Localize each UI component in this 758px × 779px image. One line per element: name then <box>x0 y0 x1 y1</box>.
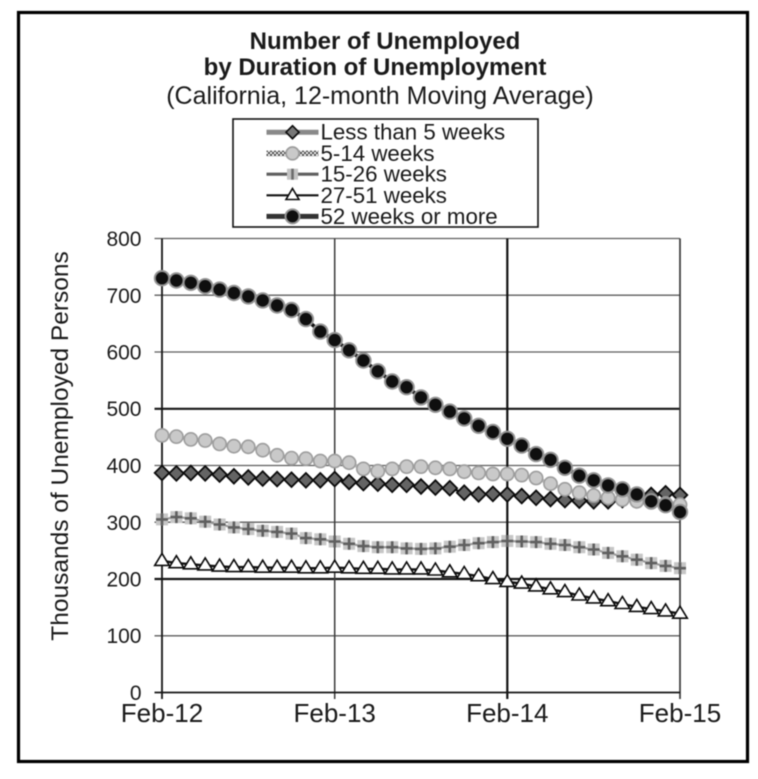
svg-text:200: 200 <box>106 569 141 592</box>
svg-text:800: 800 <box>106 228 141 251</box>
svg-text:(California, 12-month Moving A: (California, 12-month Moving Average) <box>166 82 594 110</box>
svg-text:300: 300 <box>106 512 141 535</box>
svg-text:600: 600 <box>106 342 141 365</box>
svg-text:52 weeks or more: 52 weeks or more <box>321 204 498 229</box>
svg-text:Feb-15: Feb-15 <box>639 698 721 728</box>
svg-text:Feb-12: Feb-12 <box>121 698 203 728</box>
svg-text:Less than 5 weeks: Less than 5 weeks <box>321 120 506 145</box>
svg-text:100: 100 <box>106 625 141 648</box>
svg-text:0: 0 <box>130 682 142 705</box>
svg-text:27-51 weeks: 27-51 weeks <box>321 183 447 208</box>
svg-text:by Duration of Unemployment: by Duration of Unemployment <box>204 54 547 81</box>
svg-text:5-14 weeks: 5-14 weeks <box>321 141 435 166</box>
svg-text:Number of Unemployed: Number of Unemployed <box>250 28 521 55</box>
svg-text:Feb-14: Feb-14 <box>466 698 548 728</box>
svg-text:15-26 weeks: 15-26 weeks <box>321 162 447 187</box>
svg-text:Thousands of Unemployed Person: Thousands of Unemployed Persons <box>47 251 74 641</box>
svg-text:400: 400 <box>106 455 141 478</box>
svg-text:500: 500 <box>106 398 141 421</box>
svg-text:700: 700 <box>106 285 141 308</box>
svg-text:Feb-13: Feb-13 <box>294 698 376 728</box>
